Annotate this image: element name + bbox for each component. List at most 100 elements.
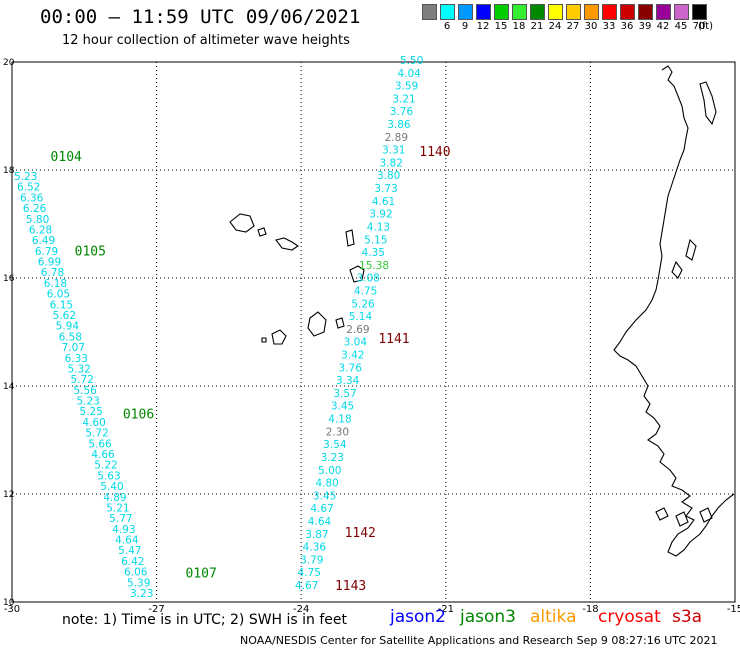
swh-observation: 3.23 — [130, 588, 153, 600]
swh-observation: 3.87 — [305, 529, 328, 541]
swh-observation: 5.72 — [71, 374, 94, 386]
swh-observation: 3.04 — [344, 337, 368, 349]
swh-observation: 4.64 — [115, 535, 139, 547]
swh-observation: 2.69 — [346, 324, 369, 336]
swh-observation: 6.52 — [17, 182, 40, 194]
color-scale-label: 6 — [443, 21, 451, 32]
color-swatch-21 — [530, 4, 545, 20]
swh-observation: 4.60 — [82, 417, 105, 429]
pass-label-layer: 0104 0105 0106 0107 1140 1141 1142 1143 — [51, 145, 451, 594]
color-swatch-15 — [494, 4, 509, 20]
legend-jason3: jason3 — [460, 607, 516, 627]
swh-observation: 5.32 — [68, 363, 91, 375]
swh-observation: 3.42 — [341, 350, 364, 362]
swh-observation: 4.18 — [328, 414, 351, 426]
color-swatch-30 — [584, 4, 599, 20]
color-scale-label: 21 — [530, 21, 544, 32]
lon-tick-label: -24 — [293, 604, 309, 615]
swh-observation: 5.72 — [85, 428, 108, 440]
legend-cryosat: cryosat — [598, 607, 661, 627]
swh-observation: 5.39 — [127, 577, 150, 589]
island-maio — [335, 317, 345, 329]
swh-observation: 5.25 — [79, 406, 102, 418]
swh-observation: 3.59 — [395, 81, 418, 93]
coast-inlet-2 — [685, 238, 697, 261]
africa-coastline — [613, 65, 735, 557]
page-title: 00:00 – 11:59 UTC 09/06/2021 — [40, 6, 361, 28]
swh-observation: 2.30 — [326, 426, 349, 438]
swh-observation: 3.23 — [321, 452, 344, 464]
coast-inlet-3 — [671, 260, 683, 279]
swh-observation: 3.21 — [392, 93, 415, 105]
swh-observation: 4.75 — [354, 285, 377, 297]
swh-observation: 5.56 — [73, 385, 97, 397]
swh-observation: 6.18 — [44, 278, 67, 290]
swh-observation: 4.80 — [315, 478, 338, 490]
color-scale-label: 36 — [620, 21, 634, 32]
legend-s3a: s3a — [672, 607, 703, 627]
swh-observation: 3.73 — [374, 183, 397, 195]
island-sao-vicente — [257, 227, 267, 237]
color-swatch-39 — [638, 4, 653, 20]
island-sal — [345, 229, 355, 247]
color-scale-label: 27 — [566, 21, 580, 32]
pass-label: 0106 — [123, 407, 154, 422]
color-scale-unit: (ft) — [698, 21, 714, 32]
island-sao-nicolau — [275, 237, 299, 251]
legend-jason2: jason2 — [390, 607, 446, 627]
swh-observation: 6.36 — [20, 192, 44, 204]
lon-tick-label: -18 — [582, 604, 598, 615]
swh-observation: 5.47 — [118, 545, 141, 557]
swh-observation: 5.77 — [109, 513, 132, 525]
footer-credit: NOAA/NESDIS Center for Satellite Applica… — [240, 634, 718, 647]
swh-observation: 5.50 — [400, 55, 423, 67]
color-swatch-33 — [602, 4, 617, 20]
color-swatch-24 — [548, 4, 563, 20]
color-scale-label: 39 — [638, 21, 652, 32]
color-scale-label: 12 — [476, 21, 490, 32]
swh-observation: 5.26 — [351, 298, 375, 310]
swh-observation: 6.06 — [124, 567, 148, 579]
swh-observation: 6.58 — [59, 331, 82, 343]
coastline — [229, 65, 735, 557]
swh-observation: 6.78 — [41, 267, 64, 279]
pass-label: 0104 — [51, 150, 82, 165]
swh-observation: 4.75 — [298, 567, 321, 579]
swh-observation: 4.04 — [397, 68, 421, 80]
island-santiago — [307, 311, 327, 337]
lat-tick-label: 20 — [3, 58, 15, 68]
swh-observation: 4.89 — [103, 492, 126, 504]
coast-islands-bissau — [655, 507, 713, 527]
swh-observation: 3.57 — [333, 388, 356, 400]
swh-observation: 5.40 — [100, 481, 123, 493]
pass-label: 1143 — [335, 579, 366, 594]
color-scale-label: 42 — [656, 21, 670, 32]
swh-observation: 4.61 — [372, 196, 395, 208]
swh-observation: 3.31 — [382, 145, 405, 157]
color-scale-label: 18 — [512, 21, 526, 32]
lon-tick-label: -21 — [438, 604, 454, 615]
pass-label: 1142 — [345, 526, 376, 541]
coast-inlet — [699, 81, 717, 126]
page-subtitle: 12 hour collection of altimeter wave hei… — [62, 33, 350, 48]
swh-observation: 3.45 — [331, 401, 354, 413]
swh-observation: 4.13 — [367, 221, 390, 233]
swh-observation: 5.22 — [94, 460, 117, 472]
swh-observation: 5.62 — [53, 310, 76, 322]
color-scale-label: 15 — [494, 21, 508, 32]
color-scale-label: 33 — [602, 21, 616, 32]
color-scale-label: 70 — [692, 21, 706, 32]
swh-observation: 6.49 — [32, 235, 55, 247]
pass-label: 0107 — [186, 567, 217, 582]
swh-observation: 3.76 — [339, 362, 363, 374]
island-fogo — [271, 329, 287, 345]
swh-observation: 4.66 — [91, 449, 115, 461]
swh-observation: 5.80 — [26, 214, 49, 226]
swh-observation: 3.92 — [369, 209, 392, 221]
swh-observation: 5.21 — [106, 502, 129, 514]
swh-observation: 3.76 — [390, 106, 414, 118]
color-swatch-70 — [692, 4, 707, 20]
island-brava — [261, 337, 267, 343]
color-swatch-42 — [656, 4, 671, 20]
